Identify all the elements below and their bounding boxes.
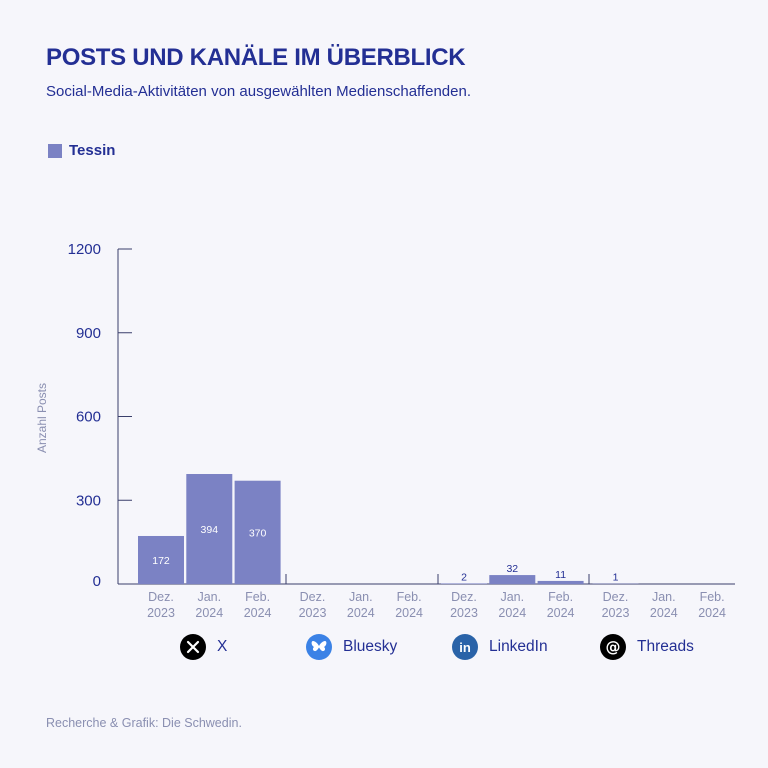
- data-label: 1: [613, 572, 619, 584]
- platform-label-bluesky: Bluesky: [306, 634, 397, 660]
- bluesky-butterfly-icon: [306, 634, 332, 660]
- platform-label-linkedin: in LinkedIn: [452, 634, 548, 660]
- x-tick-label-month: Jan.: [197, 590, 221, 604]
- legend-label: Tessin: [69, 142, 116, 159]
- x-tick-label-month: Dez.: [148, 590, 174, 604]
- x-tick-label-month: Dez.: [451, 590, 477, 604]
- platform-name: Threads: [637, 638, 694, 655]
- x-tick-label-year: 2024: [498, 606, 526, 620]
- bar: [234, 480, 281, 584]
- platform-name: X: [217, 638, 228, 655]
- data-label: 32: [506, 563, 518, 575]
- platform-label-x: X: [180, 634, 227, 660]
- platform-name: Bluesky: [343, 638, 398, 655]
- x-tick-label-month: Jan.: [652, 590, 676, 604]
- chart-title: POSTS UND KANÄLE IM ÜBERBLICK: [46, 44, 466, 71]
- y-tick-label: 900: [76, 325, 101, 342]
- x-tick-label-year: 2024: [650, 606, 678, 620]
- y-tick-label: 0: [93, 573, 101, 590]
- data-label: 370: [249, 527, 267, 539]
- bar: [186, 474, 233, 584]
- bar: [537, 580, 584, 584]
- data-label: 2: [461, 571, 467, 583]
- data-label: 394: [201, 524, 219, 536]
- x-tick-label-year: 2024: [244, 606, 272, 620]
- data-label: 172: [152, 555, 170, 567]
- x-tick-label-month: Dez.: [300, 590, 326, 604]
- source-credit: Recherche & Grafik: Die Schwedin.: [46, 716, 242, 730]
- x-tick-label-year: 2023: [147, 606, 175, 620]
- y-tick-label: 300: [76, 492, 101, 509]
- bar: [138, 535, 184, 584]
- x-tick-label-month: Jan.: [500, 590, 524, 604]
- x-tick-label-month: Feb.: [548, 590, 573, 604]
- x-tick-label-month: Feb.: [397, 590, 422, 604]
- legend-swatch: [48, 143, 62, 158]
- x-tick-label-month: Feb.: [245, 590, 270, 604]
- x-tick-label-year: 2024: [195, 606, 223, 620]
- data-label: 11: [555, 569, 566, 581]
- x-tick-label-year: 2024: [347, 606, 375, 620]
- x-tick-label-month: Feb.: [700, 590, 725, 604]
- threads-icon: @: [600, 634, 626, 660]
- platform-name: LinkedIn: [489, 638, 548, 655]
- x-logo-icon: [180, 634, 206, 660]
- bar: [441, 583, 487, 584]
- x-tick-label-year: 2023: [299, 606, 327, 620]
- legend: Tessin: [48, 142, 115, 159]
- chart-subtitle: Social-Media-Aktivitäten von ausgewählte…: [46, 83, 471, 100]
- y-axis-label: Anzahl Posts: [35, 383, 49, 453]
- x-tick-label-year: 2024: [395, 606, 423, 620]
- platform-label-threads: @ Threads: [600, 634, 694, 660]
- x-tick-label-year: 2024: [698, 606, 726, 620]
- x-tick-label-year: 2023: [450, 606, 478, 620]
- x-tick-label-year: 2024: [547, 606, 575, 620]
- y-tick-label: 1200: [68, 241, 101, 258]
- bar: [489, 575, 536, 584]
- x-tick-label-year: 2023: [602, 606, 630, 620]
- x-tick-label-month: Dez.: [603, 590, 629, 604]
- y-tick-label: 600: [76, 409, 101, 426]
- linkedin-icon: in: [452, 634, 478, 660]
- x-tick-label-month: Jan.: [349, 590, 373, 604]
